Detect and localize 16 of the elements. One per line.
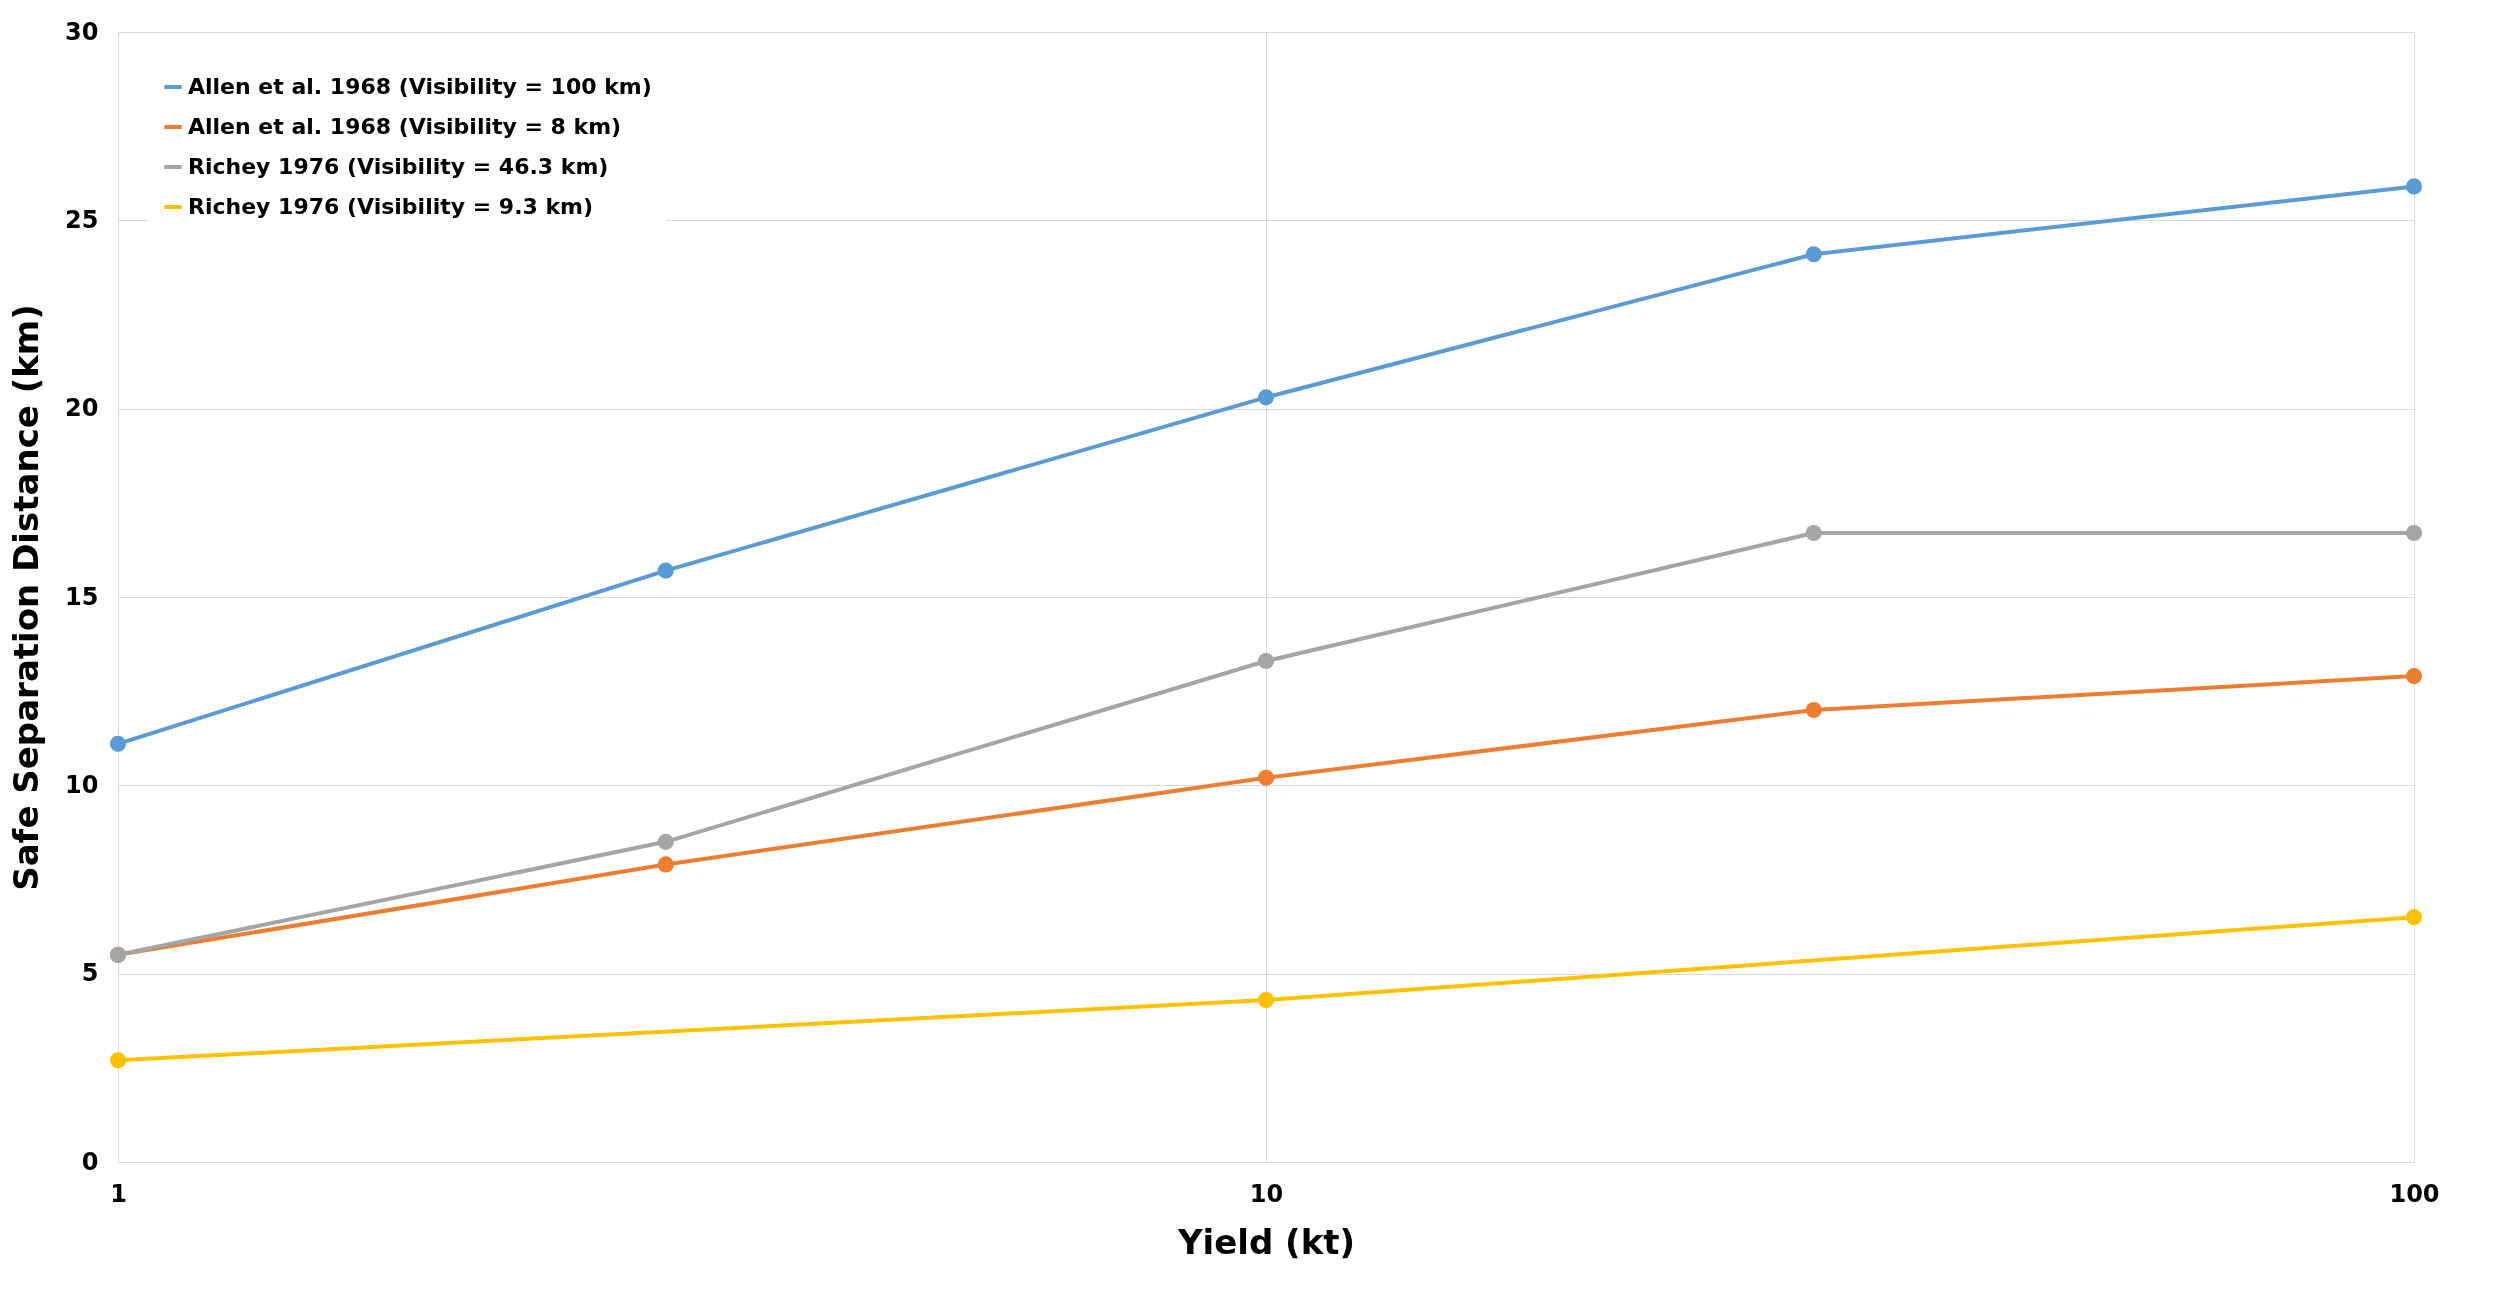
legend-label: Richey 1976 (Visibility = 46.3 km) xyxy=(188,154,609,179)
y-tick-label: 15 xyxy=(65,582,99,611)
y-tick-label: 25 xyxy=(65,205,99,234)
x-axis-title: Yield (kt) xyxy=(1176,1221,1356,1262)
legend-label: Allen et al. 1968 (Visibility = 8 km) xyxy=(188,114,622,139)
y-tick-label: 0 xyxy=(81,1147,99,1176)
y-tick-label: 30 xyxy=(65,17,99,46)
legend-label: Allen et al. 1968 (Visibility = 100 km) xyxy=(188,74,652,99)
y-tick-label: 20 xyxy=(65,394,99,423)
x-tick-label: 1 xyxy=(110,1179,127,1208)
y-tick-label: 5 xyxy=(81,959,99,988)
y-axis-title: Safe Separation Distance (km) xyxy=(6,304,47,891)
x-tick-label: 100 xyxy=(2389,1179,2440,1208)
y-tick-label: 10 xyxy=(65,770,99,799)
legend-label: Richey 1976 (Visibility = 9.3 km) xyxy=(188,194,594,219)
x-tick-label: 10 xyxy=(1249,1179,1284,1208)
